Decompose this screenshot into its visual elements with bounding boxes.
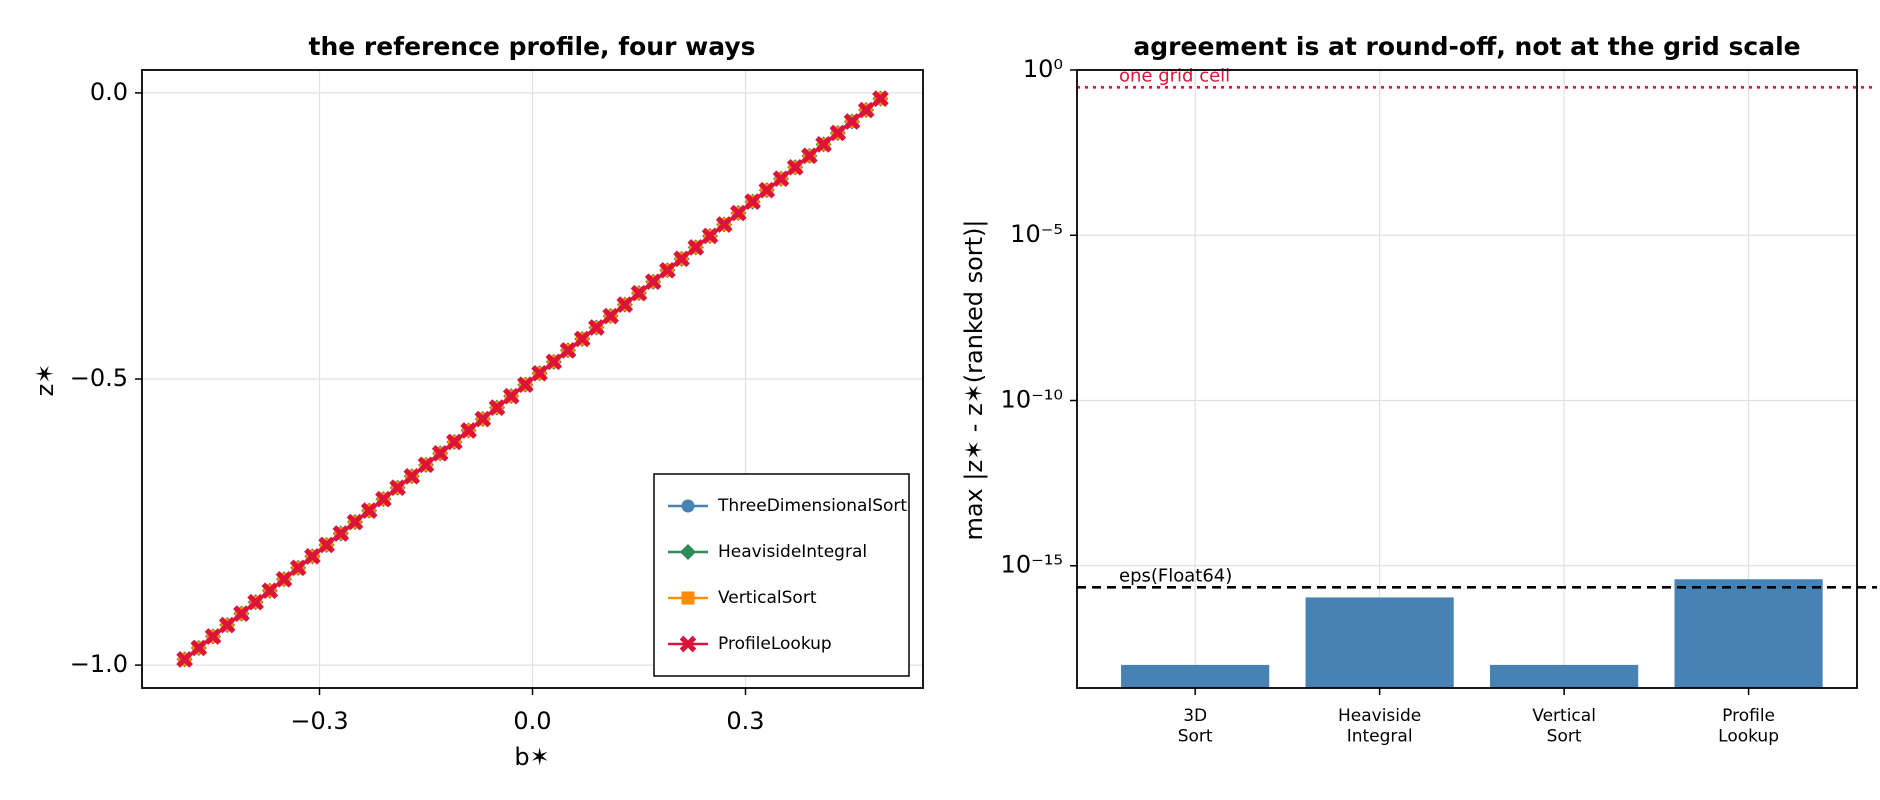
marker <box>403 467 421 485</box>
marker <box>375 490 392 508</box>
marker <box>176 651 193 668</box>
bar <box>1305 597 1454 688</box>
marker <box>261 582 279 600</box>
marker <box>318 536 335 554</box>
marker <box>673 250 690 268</box>
marker <box>715 216 733 233</box>
marker <box>758 181 776 199</box>
marker <box>233 605 250 622</box>
marker <box>275 570 293 588</box>
marker <box>304 548 321 565</box>
plot-frame <box>141 69 924 689</box>
marker <box>559 342 577 359</box>
marker <box>346 513 364 531</box>
marker <box>701 227 719 245</box>
marker <box>857 101 875 119</box>
y-tick-label: 10⁻⁵ <box>1010 220 1063 248</box>
marker <box>517 376 534 394</box>
marker <box>247 593 264 611</box>
marker <box>843 113 861 130</box>
marker <box>502 387 520 405</box>
marker <box>204 628 222 645</box>
x-tick-label: 3D Sort <box>1178 706 1213 746</box>
x-tick-label: 0.0 <box>513 707 551 735</box>
x-tick-label: Heaviside Integral <box>1338 706 1421 746</box>
marker <box>446 433 463 451</box>
marker <box>815 136 832 153</box>
marker <box>218 616 236 634</box>
marker <box>389 479 406 497</box>
x-tick-label: −0.3 <box>290 707 348 735</box>
legend-label: HeavisideIntegral <box>718 542 867 562</box>
legend-label: ThreeDimensionalSort <box>717 496 907 516</box>
marker <box>680 544 696 560</box>
x-axis-label: b✶ <box>514 743 549 771</box>
marker <box>659 261 676 279</box>
marker <box>289 559 307 577</box>
y-tick-label: 10⁰ <box>1023 55 1063 83</box>
marker <box>829 124 847 142</box>
chart-title: agreement is at round-off, not at the gr… <box>1133 32 1800 61</box>
marker <box>681 499 695 513</box>
marker <box>545 353 563 371</box>
marker <box>332 525 350 542</box>
x-tick-label: Profile Lookup <box>1718 706 1779 746</box>
y-tick-label: 0.0 <box>90 78 128 106</box>
y-axis-label: max |z✶ - z✶(ranked sort)| <box>960 219 988 540</box>
legend-box <box>653 473 910 677</box>
plot-frame <box>1076 69 1858 689</box>
bar <box>1121 664 1270 688</box>
marker <box>644 273 662 291</box>
y-tick-label: −0.5 <box>70 364 128 392</box>
marker <box>786 158 804 176</box>
marker <box>616 296 634 313</box>
marker <box>190 639 208 657</box>
marker <box>431 445 449 462</box>
bar <box>1674 579 1823 688</box>
marker <box>801 147 818 165</box>
x-tick-label: Vertical Sort <box>1532 706 1596 746</box>
annotation: eps(Float64) <box>1119 565 1232 586</box>
marker <box>730 204 747 222</box>
marker <box>744 193 761 210</box>
annotation: one grid cell <box>1119 65 1230 86</box>
marker <box>460 422 477 439</box>
marker <box>531 364 548 382</box>
y-tick-label: 10⁻¹⁰ <box>1001 385 1063 413</box>
marker <box>687 239 705 256</box>
marker <box>417 456 435 474</box>
y-tick-label: 10⁻¹⁵ <box>1001 551 1063 579</box>
marker <box>681 591 695 605</box>
legend-label: ProfileLookup <box>718 634 832 654</box>
y-tick-label: −1.0 <box>70 650 128 678</box>
marker <box>488 399 506 416</box>
legend-label: VerticalSort <box>718 588 817 608</box>
marker <box>872 90 889 107</box>
y-axis-label: z✶ <box>31 364 59 397</box>
x-tick-label: 0.3 <box>726 707 764 735</box>
marker <box>679 635 697 653</box>
marker <box>772 170 790 188</box>
marker <box>630 284 648 302</box>
marker <box>474 410 492 428</box>
marker <box>602 307 619 325</box>
marker <box>573 330 591 348</box>
marker <box>588 319 605 336</box>
chart-title: the reference profile, four ways <box>309 32 756 61</box>
marker <box>360 502 378 519</box>
bar <box>1490 664 1639 688</box>
